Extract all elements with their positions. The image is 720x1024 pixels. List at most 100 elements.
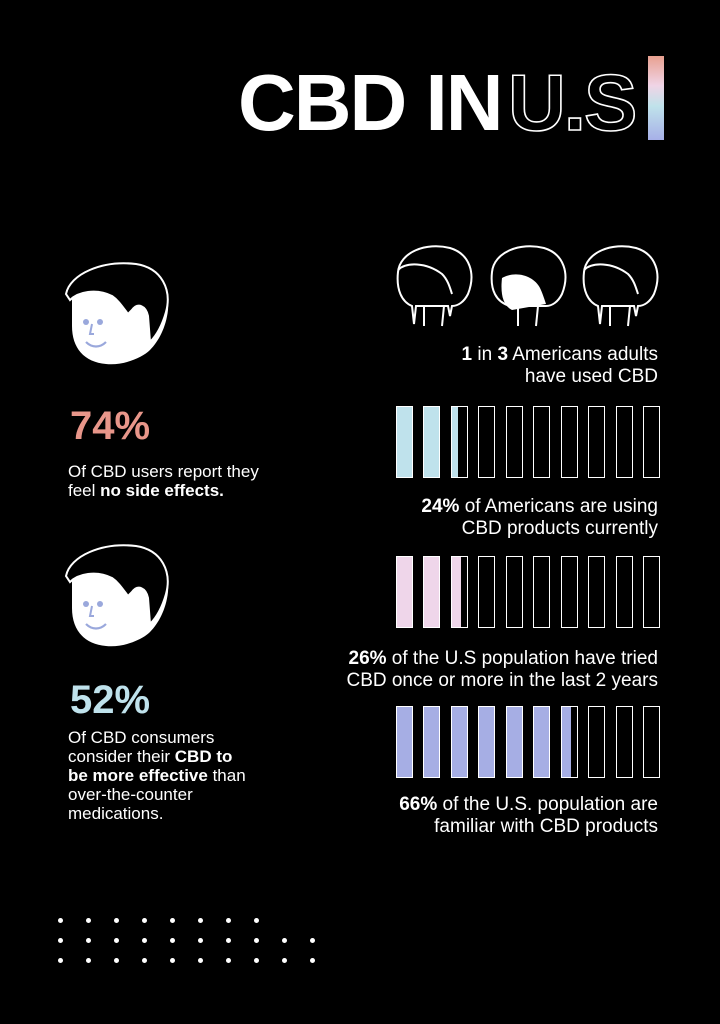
- caption-text: of Americans are using: [459, 496, 658, 517]
- stat-line: than: [207, 766, 246, 785]
- gauge-bar-fill: [479, 707, 495, 777]
- gauge-bar: [423, 556, 441, 628]
- title-gradient-bar: [648, 56, 664, 140]
- gauge-bar-fill: [451, 557, 461, 627]
- caption-bold: 26%: [348, 648, 387, 669]
- dot: [142, 958, 147, 963]
- gauge-bar: [450, 706, 468, 778]
- dot: [282, 938, 287, 943]
- stat-line-bold: CBD to: [174, 747, 233, 766]
- dot: [86, 938, 91, 943]
- head-filled-icon: [490, 245, 567, 327]
- caption-text: of the U.S population have tried: [386, 648, 658, 669]
- gauge-bar-fill: [561, 707, 571, 777]
- dot: [58, 918, 63, 923]
- dot: [226, 958, 231, 963]
- dot: [86, 918, 91, 923]
- gauge-bar: [450, 406, 468, 478]
- gauge-bar: [533, 706, 551, 778]
- stat-description-52: Of CBD consumers consider their CBD to b…: [68, 728, 308, 823]
- bar-caption-66: 66% of the U.S. population are familiar …: [399, 794, 658, 838]
- gauge-bar: [450, 556, 468, 628]
- stat-value-text: 52%: [70, 678, 151, 722]
- head-outline-icon: [582, 245, 659, 327]
- gauge-bar-fill: [424, 557, 440, 627]
- dot: [170, 938, 175, 943]
- title-outline-text: U.S: [508, 58, 635, 147]
- dot: [114, 938, 119, 943]
- caption-text: CBD once or more in the last 2 years: [346, 670, 658, 691]
- gauge-bar: [615, 706, 633, 778]
- stat-line-bold: be more effective: [68, 766, 208, 785]
- gauge-bar: [560, 556, 578, 628]
- gauge-bar: [478, 556, 496, 628]
- gauge-bar: [642, 556, 660, 628]
- caption-text: have used CBD: [524, 366, 658, 387]
- head-outline-icon: [396, 245, 473, 327]
- dot: [254, 918, 259, 923]
- dot: [142, 918, 147, 923]
- caption-bold: 1: [461, 344, 473, 365]
- stat-line: medications.: [68, 804, 164, 823]
- gauge-bar: [588, 556, 606, 628]
- bar-gauge-26: [396, 556, 660, 628]
- caption-bold: 66%: [399, 794, 438, 815]
- gauge-bar: [423, 406, 441, 478]
- gauge-bar: [560, 406, 578, 478]
- dot: [198, 938, 203, 943]
- bar-caption-26: 26% of the U.S population have tried CBD…: [346, 648, 658, 692]
- heads-pictogram: [396, 245, 659, 327]
- gauge-bar: [533, 406, 551, 478]
- caption-bold: 24%: [421, 496, 460, 517]
- bar-gauge-24: [396, 406, 660, 478]
- dot: [310, 958, 315, 963]
- stat-line: consider their: [68, 747, 175, 766]
- caption-bold: 3: [497, 344, 509, 365]
- face-icon: [64, 544, 169, 647]
- dot: [226, 918, 231, 923]
- stat-line: over-the-counter: [68, 785, 193, 804]
- gauge-bar-fill: [397, 407, 412, 477]
- gauge-bar-fill: [397, 557, 412, 627]
- gauge-bar: [615, 406, 633, 478]
- dot: [310, 938, 315, 943]
- caption-text: CBD products currently: [461, 518, 658, 539]
- stat-line: Of CBD consumers: [68, 728, 215, 747]
- stat-description-74: Of CBD users report they feel no side ef…: [68, 462, 288, 500]
- gauge-bar: [642, 706, 660, 778]
- gauge-bar: [588, 706, 606, 778]
- stat-text-plain: Of CBD users report they feel: [68, 462, 259, 500]
- gauge-bar-fill: [424, 407, 440, 477]
- dot: [254, 938, 259, 943]
- gauge-bar-fill: [397, 707, 412, 777]
- title-solid: CBD IN: [238, 58, 504, 147]
- gauge-bar: [505, 406, 523, 478]
- gauge-bar: [615, 556, 633, 628]
- bar-caption-24: 24% of Americans are using CBD products …: [421, 496, 658, 540]
- gauge-bar: [396, 556, 413, 628]
- gauge-bar-fill: [451, 707, 467, 777]
- stat-value-74: 74%: [70, 404, 150, 448]
- gauge-bar: [560, 706, 578, 778]
- bar-gauge-66: [396, 706, 660, 778]
- gauge-bar-fill: [451, 407, 458, 477]
- face-icon: [64, 262, 169, 365]
- caption-text: of the U.S. population are: [437, 794, 659, 815]
- gauge-bar-fill: [424, 707, 440, 777]
- gauge-bar: [642, 406, 660, 478]
- title-outline: U.S: [507, 58, 636, 148]
- dot: [254, 958, 259, 963]
- dot: [58, 958, 63, 963]
- gauge-bar: [533, 556, 551, 628]
- caption-text: in: [472, 344, 498, 365]
- gauge-bar: [478, 406, 496, 478]
- stat-value-52: 52%: [70, 678, 150, 722]
- stat-text-bold: no side effects.: [100, 481, 224, 500]
- dot: [114, 918, 119, 923]
- caption-text: familiar with CBD products: [434, 816, 658, 837]
- dot: [198, 918, 203, 923]
- dot: [282, 958, 287, 963]
- page-title: CBD IN U.S: [238, 58, 678, 148]
- heads-caption: 1 in 3 Americans adults have used CBD: [462, 344, 658, 388]
- dot: [114, 958, 119, 963]
